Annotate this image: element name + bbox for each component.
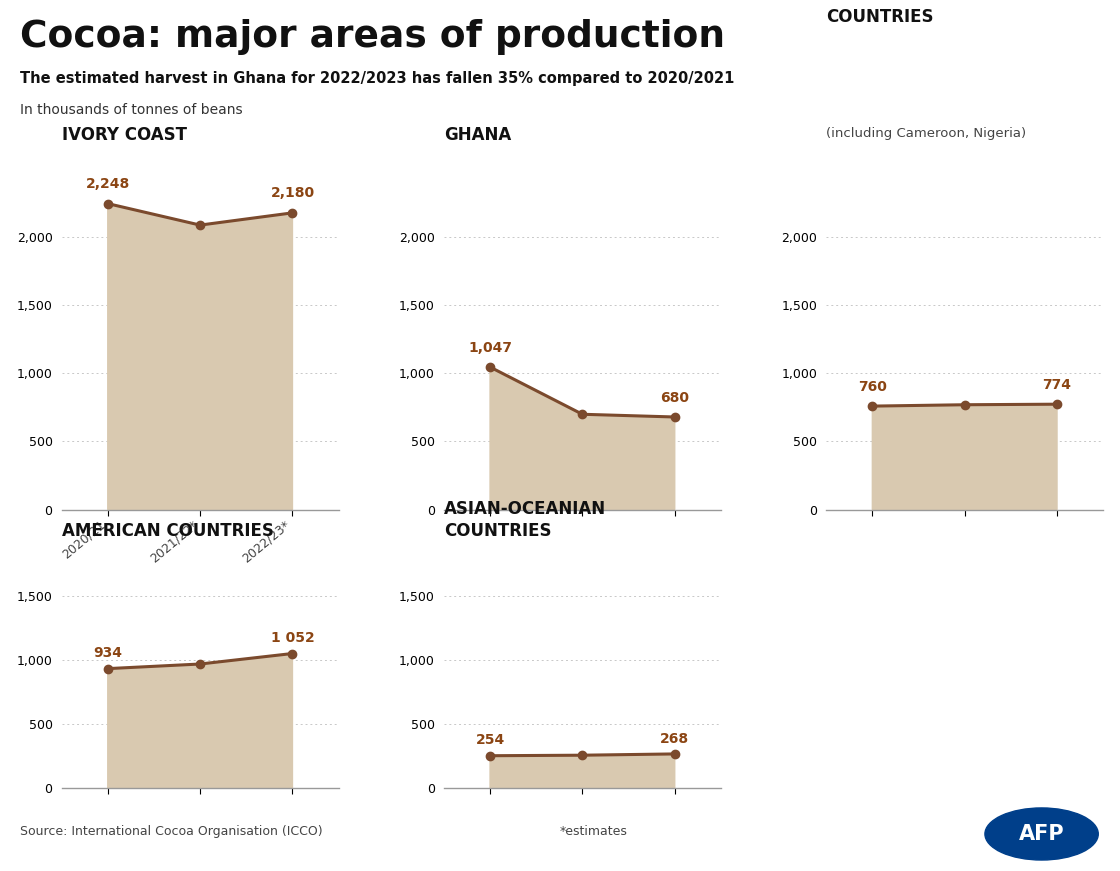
Text: 1,047: 1,047 xyxy=(468,341,512,354)
Text: 774: 774 xyxy=(1043,378,1072,392)
Text: (including Cameroon, Nigeria): (including Cameroon, Nigeria) xyxy=(827,127,1026,140)
Text: AFP: AFP xyxy=(1019,824,1064,844)
Polygon shape xyxy=(491,367,674,510)
Text: 1 052: 1 052 xyxy=(271,631,315,645)
Polygon shape xyxy=(108,204,292,510)
Text: The estimated harvest in Ghana for 2022/2023 has fallen 35% compared to 2020/202: The estimated harvest in Ghana for 2022/… xyxy=(20,71,735,86)
Text: ASIAN-OCEANIAN
COUNTRIES: ASIAN-OCEANIAN COUNTRIES xyxy=(444,500,606,540)
Circle shape xyxy=(984,808,1099,860)
Text: 268: 268 xyxy=(660,732,689,746)
Text: Source: International Cocoa Organisation (ICCO): Source: International Cocoa Organisation… xyxy=(20,825,323,838)
Text: AMERICAN COUNTRIES: AMERICAN COUNTRIES xyxy=(62,522,273,540)
Text: Cocoa: major areas of production: Cocoa: major areas of production xyxy=(20,19,725,55)
Polygon shape xyxy=(491,754,674,788)
Polygon shape xyxy=(872,404,1057,510)
Text: *estimates: *estimates xyxy=(560,825,628,838)
Text: 2,248: 2,248 xyxy=(85,177,130,191)
Text: 254: 254 xyxy=(475,733,505,747)
Text: OTHER AFRICAN
COUNTRIES: OTHER AFRICAN COUNTRIES xyxy=(827,0,978,26)
Text: IVORY COAST: IVORY COAST xyxy=(62,125,187,144)
Text: 2,180: 2,180 xyxy=(270,186,315,200)
Text: 934: 934 xyxy=(93,646,122,660)
Text: GHANA: GHANA xyxy=(444,125,511,144)
Text: 760: 760 xyxy=(858,380,887,394)
Text: 680: 680 xyxy=(661,390,689,404)
Text: In thousands of tonnes of beans: In thousands of tonnes of beans xyxy=(20,103,243,117)
Polygon shape xyxy=(108,653,292,788)
